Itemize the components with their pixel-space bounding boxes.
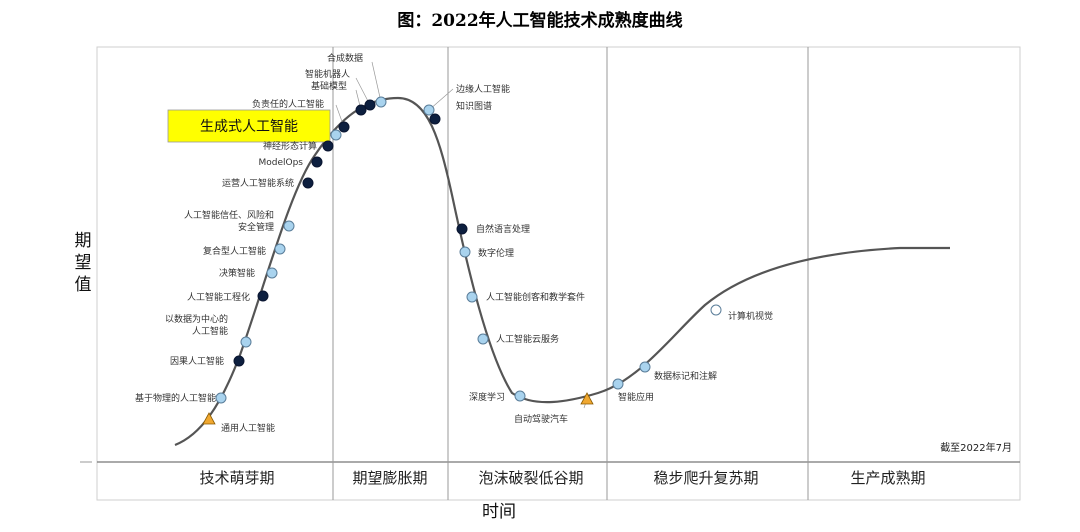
phase-label: 泡沫破裂低谷期 [478, 469, 583, 487]
point-label: 数字伦理 [478, 247, 514, 259]
point-marker [466, 291, 478, 303]
phase-label: 生产成熟期 [850, 469, 925, 487]
point-marker [355, 104, 367, 116]
point-label: 人工智能信任、风险和 [184, 209, 274, 221]
point-marker [233, 355, 245, 367]
point-label: 数据标记和注解 [654, 370, 717, 382]
date-note: 截至2022年7月 [940, 441, 1012, 454]
point-marker [423, 104, 435, 116]
point-label: 智能应用 [618, 391, 654, 403]
phase-label: 期望膨胀期 [352, 469, 427, 487]
point-label: 智能机器人 [305, 68, 350, 80]
point-label: 人工智能云服务 [496, 333, 559, 345]
chart-title: 图：2022年人工智能技术成熟度曲线 [397, 11, 683, 31]
point-label: 自动驾驶汽车 [514, 413, 568, 425]
point-marker [338, 121, 350, 133]
y-axis-label: 值 [75, 275, 92, 295]
point-marker [710, 304, 722, 316]
point-marker [266, 267, 278, 279]
highlight-box [167, 109, 331, 143]
point-marker-triangle [580, 392, 594, 405]
point-label: 决策智能 [219, 267, 255, 279]
point-label: 人工智能工程化 [187, 291, 250, 303]
point-marker-triangle [202, 412, 216, 425]
point-label: 合成数据 [327, 52, 363, 64]
point-label: 人工智能 [192, 325, 228, 337]
point-label: 复合型人工智能 [203, 245, 266, 257]
x-axis-label: 时间 [482, 502, 516, 522]
point-marker [612, 378, 624, 390]
highlight-label: 生成式人工智能 [200, 119, 298, 135]
point-label: 运营人工智能系统 [222, 177, 294, 189]
point-label: 深度学习 [469, 391, 505, 403]
point-marker [215, 392, 227, 404]
point-marker [322, 140, 334, 152]
point-label: 通用人工智能 [221, 422, 275, 434]
point-marker [456, 223, 468, 235]
point-label: 负责任的人工智能 [252, 98, 324, 110]
point-marker [429, 113, 441, 125]
phase-label: 技术萌芽期 [199, 469, 274, 487]
point-label: 安全管理 [238, 221, 274, 233]
y-axis-label: 期 [75, 231, 92, 251]
point-marker [514, 390, 526, 402]
point-marker [477, 333, 489, 345]
point-marker [311, 156, 323, 168]
point-label: 基础模型 [311, 80, 347, 92]
point-label: 因果人工智能 [170, 355, 224, 367]
point-marker [302, 177, 314, 189]
point-marker [283, 220, 295, 232]
point-label: 基于物理的人工智能 [135, 392, 216, 404]
point-marker [375, 96, 387, 108]
point-label: 神经形态计算 [263, 140, 317, 152]
point-label: 人工智能创客和教学套件 [486, 291, 585, 303]
point-marker [364, 99, 376, 111]
y-axis-label: 望 [75, 253, 92, 273]
point-marker [639, 361, 651, 373]
point-label: 边缘人工智能 [456, 83, 510, 95]
point-marker [330, 129, 342, 141]
point-label: 以数据为中心的 [165, 313, 228, 325]
point-marker [274, 243, 286, 255]
point-label: 知识图谱 [456, 100, 492, 112]
point-label: 计算机视觉 [728, 310, 773, 322]
point-marker [240, 336, 252, 348]
point-marker [257, 290, 269, 302]
point-label: ModelOps [258, 158, 303, 168]
point-marker [459, 246, 471, 258]
point-label: 自然语言处理 [476, 223, 530, 235]
phase-label: 稳步爬升复苏期 [653, 469, 758, 487]
plot-frame [96, 46, 1021, 501]
leader-line [371, 61, 382, 103]
